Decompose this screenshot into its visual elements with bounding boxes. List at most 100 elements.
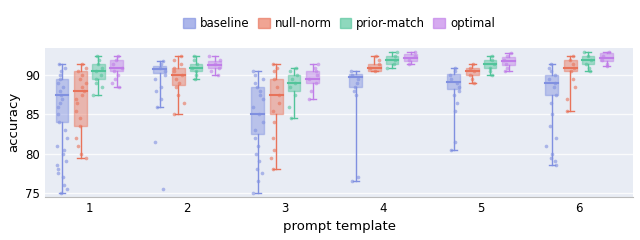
- Bar: [545, 75, 558, 95]
- Point: [287, 77, 297, 81]
- Point: [346, 179, 356, 183]
- Point: [189, 54, 199, 58]
- Point: [60, 66, 70, 69]
- Point: [487, 58, 497, 62]
- Point: [173, 81, 184, 85]
- Point: [569, 66, 579, 69]
- Point: [55, 73, 65, 77]
- Point: [53, 113, 63, 116]
- Point: [108, 62, 118, 66]
- Point: [545, 77, 555, 81]
- Point: [550, 136, 561, 140]
- Point: [169, 66, 179, 69]
- Point: [271, 85, 282, 89]
- Point: [54, 101, 65, 105]
- Bar: [349, 74, 362, 87]
- Point: [489, 62, 499, 66]
- Point: [541, 144, 552, 148]
- Point: [584, 66, 594, 69]
- Point: [53, 171, 63, 175]
- Point: [382, 66, 392, 69]
- Point: [52, 144, 62, 148]
- Point: [501, 62, 511, 66]
- Point: [550, 73, 561, 77]
- Point: [269, 120, 280, 124]
- Point: [52, 163, 62, 167]
- Point: [206, 70, 216, 73]
- Point: [449, 93, 459, 97]
- Bar: [600, 54, 613, 61]
- Point: [546, 101, 556, 105]
- Bar: [172, 67, 185, 85]
- Point: [92, 54, 102, 58]
- Point: [253, 179, 263, 183]
- Point: [579, 50, 589, 54]
- Point: [253, 144, 264, 148]
- Point: [547, 152, 557, 156]
- Point: [73, 144, 83, 148]
- Point: [81, 81, 91, 85]
- Point: [450, 66, 460, 69]
- Point: [545, 66, 555, 69]
- Point: [53, 81, 63, 85]
- Point: [54, 77, 65, 81]
- Point: [75, 77, 85, 81]
- Point: [307, 89, 317, 93]
- Point: [168, 70, 179, 73]
- Point: [189, 77, 200, 81]
- Point: [56, 191, 66, 195]
- Point: [310, 70, 321, 73]
- Point: [467, 62, 477, 66]
- Bar: [466, 67, 479, 75]
- Point: [257, 171, 267, 175]
- Point: [254, 160, 264, 163]
- Point: [53, 105, 63, 108]
- Point: [77, 85, 87, 89]
- Bar: [209, 61, 221, 68]
- Point: [73, 70, 83, 73]
- Point: [179, 101, 189, 105]
- Point: [450, 70, 460, 73]
- Point: [58, 175, 68, 179]
- Point: [110, 77, 120, 81]
- Point: [602, 64, 612, 68]
- Point: [551, 163, 561, 167]
- Point: [568, 77, 578, 81]
- Point: [389, 62, 399, 66]
- Point: [250, 136, 260, 140]
- Point: [158, 187, 168, 191]
- Point: [292, 73, 303, 77]
- Point: [113, 54, 123, 58]
- Point: [77, 93, 87, 97]
- Point: [310, 66, 320, 69]
- Point: [268, 109, 278, 113]
- Point: [268, 136, 278, 140]
- Bar: [288, 75, 300, 91]
- Point: [353, 175, 363, 179]
- Point: [549, 85, 559, 89]
- Point: [91, 70, 101, 73]
- Point: [596, 58, 607, 62]
- Bar: [564, 60, 577, 72]
- Bar: [56, 79, 68, 122]
- Point: [353, 77, 364, 81]
- Point: [506, 52, 516, 55]
- Point: [445, 73, 455, 77]
- Point: [468, 81, 479, 85]
- Point: [312, 73, 323, 77]
- Legend: baseline, null-norm, prior-match, optimal: baseline, null-norm, prior-match, optima…: [179, 12, 500, 35]
- Point: [171, 77, 181, 81]
- Point: [152, 105, 162, 108]
- Point: [285, 85, 295, 89]
- X-axis label: prompt template: prompt template: [283, 220, 396, 233]
- Point: [258, 77, 268, 81]
- Point: [285, 70, 295, 73]
- Point: [598, 54, 608, 58]
- Point: [500, 70, 511, 73]
- Point: [168, 58, 179, 62]
- Point: [173, 93, 184, 97]
- Point: [150, 89, 161, 93]
- Point: [410, 50, 420, 54]
- Bar: [582, 56, 595, 64]
- Point: [269, 148, 279, 152]
